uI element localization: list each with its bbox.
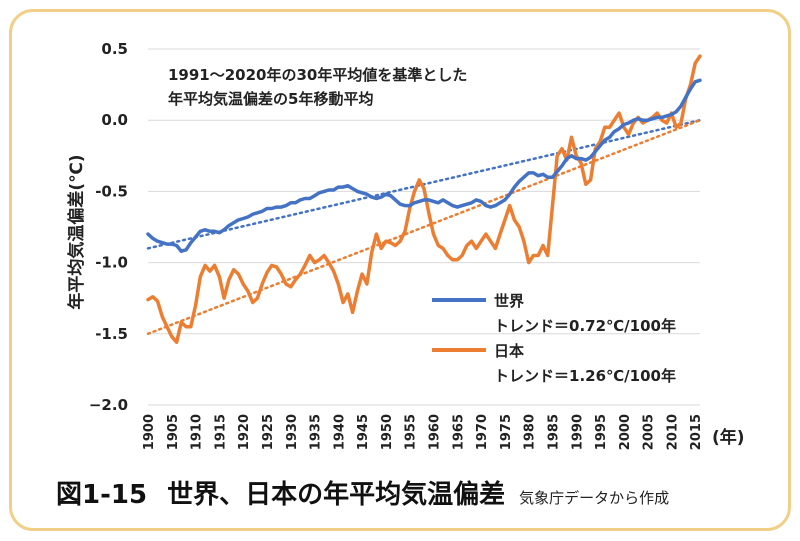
figure-number: 図1-15 (56, 474, 147, 511)
figure-title: 世界、日本の年平均気温偏差 (167, 474, 505, 511)
x-tick-label: 1970 (475, 414, 490, 450)
x-tick-label: 1965 (451, 414, 466, 450)
x-tick-label: 1930 (285, 414, 300, 450)
x-tick-label: 1960 (428, 414, 443, 450)
x-tick-label: 2000 (618, 414, 633, 450)
x-tick-label: 1945 (356, 414, 371, 450)
x-tick-label: 1975 (499, 414, 514, 450)
y-tick-labels: 0.5 0.0 -0.5 -1.0 -1.5 −2.0 (89, 40, 128, 414)
trend-lines (148, 120, 700, 334)
legend-world-trend: トレンド＝0.72℃/100年 (494, 317, 676, 335)
legend-world-name: 世界 (494, 292, 524, 310)
x-tick-label: 2015 (689, 414, 704, 450)
y-tick-label: 0.0 (101, 111, 128, 129)
x-tick-label: 1925 (261, 414, 276, 450)
x-tick-label: 1985 (546, 414, 561, 450)
x-tick-labels: 1900 1905 1910 1915 1920 1925 1930 1935 1940 1945… (142, 414, 704, 450)
trend-line-world (148, 120, 700, 248)
x-tick-label: 1990 (570, 414, 585, 450)
y-axis-label: 年平均気温偏差(℃) (66, 154, 87, 309)
x-tick-label: 1900 (142, 414, 157, 450)
trend-line-japan (148, 120, 700, 334)
x-axis-label: (年) (712, 427, 745, 448)
x-tick-label: 1995 (594, 414, 609, 450)
x-tick-label: 1955 (404, 414, 419, 450)
x-tick-label: 1935 (309, 414, 324, 450)
y-tick-label: −2.0 (89, 396, 128, 414)
x-tick-label: 1905 (166, 414, 181, 450)
legend-japan-trend: トレンド＝1.26℃/100年 (494, 367, 676, 385)
x-tick-label: 1915 (213, 414, 228, 450)
x-tick-label: 1980 (523, 414, 538, 450)
x-tick-label: 1950 (380, 414, 395, 450)
chart-annotation-line-1: 1991～2020年の30年平均値を基準とした (168, 64, 467, 85)
x-tick-label: 1910 (190, 414, 205, 450)
x-tick-label: 2005 (642, 414, 657, 450)
figure-source: 気象庁データから作成 (519, 487, 669, 508)
x-tick-label: 2010 (665, 414, 680, 450)
legend: 世界 トレンド＝0.72℃/100年 日本 トレンド＝1.26℃/100年 (432, 292, 676, 385)
chart-annotation-line-2: 年平均気温偏差の5年移動平均 (168, 88, 373, 109)
y-tick-label: -1.0 (95, 254, 128, 272)
x-tick-label: 1920 (237, 414, 252, 450)
figure-caption: 図1-15 世界、日本の年平均気温偏差 気象庁データから作成 (56, 474, 669, 514)
legend-japan-name: 日本 (494, 342, 524, 360)
x-tick-label: 1940 (332, 414, 347, 450)
y-tick-label: -1.5 (95, 325, 128, 343)
y-tick-label: 0.5 (101, 40, 128, 58)
y-tick-label: -0.5 (95, 182, 128, 200)
